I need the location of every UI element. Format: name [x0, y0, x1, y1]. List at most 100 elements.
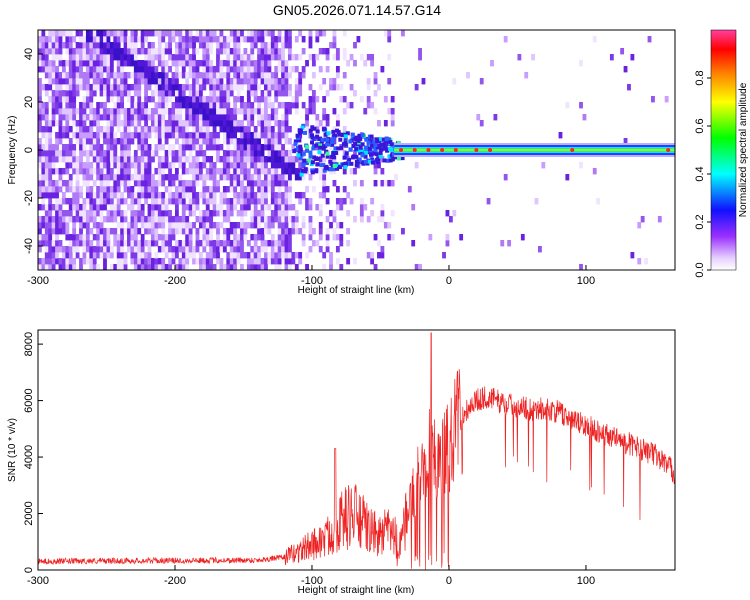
heatmap-cell: [195, 132, 200, 139]
heatmap-cell: [48, 42, 53, 49]
heatmap-cell: [264, 30, 268, 37]
heatmap-cell: [44, 60, 49, 67]
heatmap-cell: [106, 132, 111, 139]
heatmap-cell: [240, 156, 244, 163]
heatmap-cell: [387, 108, 392, 115]
heatmap-cell: [318, 156, 323, 163]
heatmap-cell: [657, 216, 662, 223]
heatmap-cell: [99, 204, 104, 211]
heatmap-cell: [92, 54, 97, 61]
heatmap-cell: [260, 204, 265, 211]
heatmap-cell: [171, 36, 176, 43]
heatmap-cell: [394, 174, 398, 181]
heatmap-cell: [240, 144, 244, 151]
heatmap-cell: [353, 90, 357, 97]
heatmap-cell: [358, 151, 363, 156]
heatmap-cell: [284, 240, 289, 247]
heatmap-cell: [123, 84, 128, 91]
heatmap-cell: [277, 264, 282, 270]
heatmap-cell: [106, 126, 111, 133]
heatmap-cell: [257, 132, 262, 139]
heatmap-cell: [192, 186, 196, 193]
heatmap-cell: [120, 54, 125, 61]
heatmap-cell: [205, 222, 210, 229]
heatmap-cell: [332, 36, 337, 43]
heatmap-cell: [216, 210, 220, 217]
heatmap-cell: [322, 108, 327, 115]
heatmap-cell: [65, 252, 70, 259]
heatmap-cell: [281, 204, 285, 211]
heatmap-cell: [294, 174, 299, 181]
heatmap-cell: [243, 60, 248, 67]
heatmap-cell: [130, 252, 135, 259]
heatmap-cell: [284, 126, 289, 133]
heatmap-cell: [181, 120, 186, 127]
heatmap-cell: [359, 96, 364, 103]
heatmap-cell: [257, 180, 262, 187]
heatmap-cell: [174, 102, 179, 109]
heatmap-cell: [174, 60, 179, 67]
heatmap-cell: [192, 108, 196, 115]
heatmap-cell: [216, 246, 220, 253]
heatmap-cell: [264, 192, 268, 199]
heatmap-cell: [116, 42, 121, 49]
heatmap-cell: [284, 60, 289, 67]
heatmap-cell: [51, 36, 56, 43]
heatmap-cell: [357, 157, 362, 162]
heatmap-cell: [301, 168, 306, 173]
heatmap-cell: [44, 180, 49, 187]
heatmap-cell: [116, 138, 121, 145]
heatmap-cell: [233, 186, 238, 193]
heatmap-cell: [41, 216, 46, 223]
heatmap-cell: [246, 84, 251, 91]
heatmap-cell: [79, 84, 83, 91]
heatmap-cell: [240, 66, 244, 73]
heatmap-cell: [109, 120, 114, 127]
heatmap-cell: [181, 54, 186, 61]
heatmap-cell: [243, 48, 248, 55]
heatmap-cell: [103, 60, 107, 67]
colorbar-tick-label: 0.0: [694, 262, 706, 277]
heatmap-cell: [205, 216, 210, 223]
heatmap-cell: [178, 72, 183, 79]
heatmap-cell: [38, 108, 42, 115]
heatmap-cell: [384, 139, 389, 144]
heatmap-cell: [109, 192, 114, 199]
heatmap-cell: [178, 60, 183, 67]
heatmap-cell: [367, 146, 372, 151]
heatmap-cell: [181, 60, 186, 67]
heatmap-cell: [383, 96, 388, 103]
heatmap-cell: [154, 198, 159, 205]
heatmap-cell: [250, 120, 255, 127]
heatmap-cell: [113, 240, 118, 247]
heatmap-cell: [72, 168, 77, 175]
heatmap-cell: [264, 258, 268, 265]
heatmap-cell: [253, 246, 258, 253]
heatmap-cell: [44, 168, 49, 175]
heatmap-cell: [85, 174, 90, 181]
heatmap-cell: [390, 157, 395, 162]
heatmap-cell: [154, 72, 159, 79]
heatmap-cell: [240, 126, 244, 133]
heatmap-cell: [216, 102, 220, 109]
heatmap-cell: [250, 180, 255, 187]
heatmap-cell: [222, 126, 227, 133]
heatmap-cell: [99, 126, 104, 133]
heatmap-cell: [284, 138, 289, 145]
heatmap-cell: [333, 133, 338, 138]
heatmap-cell: [284, 114, 289, 121]
heatmap-cell: [144, 162, 148, 169]
heatmap-cell: [127, 90, 131, 97]
heatmap-cell: [267, 84, 272, 91]
heatmap-cell: [82, 162, 87, 169]
heatmap-cell: [301, 162, 306, 167]
heatmap-cell: [264, 222, 268, 229]
heatmap-cell: [390, 108, 395, 115]
heatmap-cell: [48, 126, 53, 133]
heatmap-cell: [79, 42, 83, 49]
heatmap-cell: [123, 168, 128, 175]
heatmap-cell: [216, 42, 220, 49]
heatmap-cell: [51, 72, 56, 79]
heatmap-cell: [140, 174, 145, 181]
heatmap-cell: [274, 156, 279, 163]
